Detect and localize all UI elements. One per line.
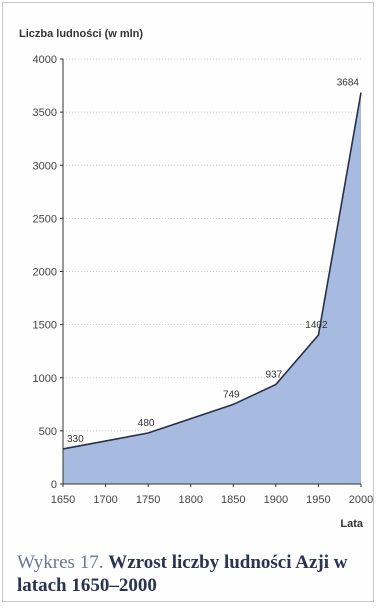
x-tick-label: 1950 [306, 494, 330, 506]
data-label: 3684 [337, 78, 360, 89]
y-tick-label: 3500 [33, 107, 57, 119]
x-tick-label: 2000 [349, 494, 373, 506]
figure-caption: Wykres 17. Wzrost liczby ludności Azji w… [17, 551, 369, 597]
y-axis-label: Liczba ludności (w mln) [19, 28, 143, 40]
caption-title: Wzrost liczby ludności Azji w latach 165… [17, 552, 348, 596]
data-label: 749 [223, 389, 240, 400]
x-axis-label: Lata [340, 518, 364, 530]
y-tick-label: 0 [51, 479, 57, 491]
data-label: 1402 [305, 320, 328, 331]
chart: Liczba ludności (w mln) 0 500 1000 1500 2000… [19, 28, 373, 530]
x-tick-labels: 1650 1700 1750 1800 1850 1900 1950 2000 [51, 484, 373, 506]
series-line [62, 92, 362, 450]
y-tick-label: 3000 [33, 160, 57, 172]
y-tick-label: 500 [39, 426, 57, 438]
x-tick-label: 1650 [51, 494, 75, 506]
x-tick-label: 1750 [136, 494, 160, 506]
caption-lead: Wykres 17. [17, 552, 104, 573]
data-labels: 330 480 749 937 1402 3684 [67, 78, 359, 445]
y-tick-label: 1500 [33, 320, 57, 332]
data-label: 330 [67, 434, 84, 445]
data-label: 937 [266, 369, 283, 380]
x-tick-label: 1800 [178, 494, 202, 506]
y-tick-label: 2500 [33, 213, 57, 225]
series-area [63, 92, 361, 484]
x-tick-label: 1900 [264, 494, 288, 506]
chart-frame: Liczba ludności (w mln) 0 500 1000 1500 2000… [2, 2, 374, 602]
y-tick-labels: 0 500 1000 1500 2000 2500 3000 3500 4000 [33, 54, 63, 491]
y-tick-label: 1000 [33, 373, 57, 385]
x-tick-label: 1850 [221, 494, 245, 506]
x-tick-label: 1700 [93, 494, 117, 506]
y-tick-label: 2000 [33, 267, 57, 279]
data-label: 480 [138, 418, 155, 429]
y-tick-label: 4000 [33, 54, 57, 66]
